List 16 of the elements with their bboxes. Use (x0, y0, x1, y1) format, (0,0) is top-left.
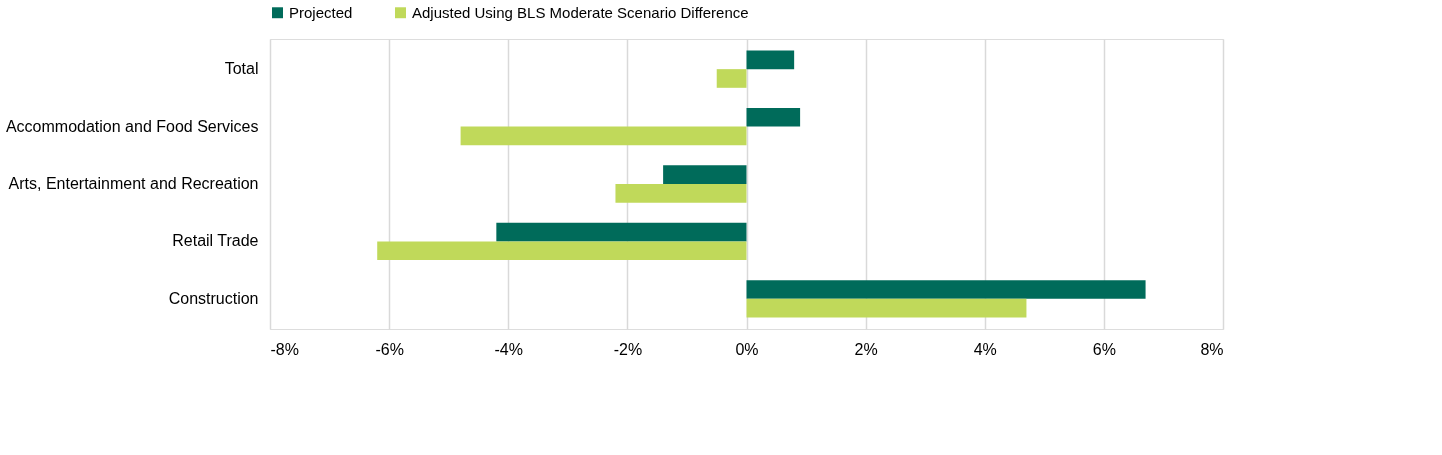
y-tick-label: Arts, Entertainment and Recreation (8, 175, 259, 192)
y-tick-label: Construction (168, 289, 259, 307)
y-tick-label: Total (224, 60, 259, 78)
x-tick-label: -8% (270, 340, 299, 358)
x-tick-label: 2% (854, 340, 878, 358)
legend-label: Adjusted Using BLS Moderate Scenario Difference (412, 3, 749, 21)
legend-label: Projected (289, 3, 353, 21)
x-tick-label: -4% (494, 340, 523, 358)
x-tick-label: 4% (973, 340, 997, 358)
x-tick-label: -6% (375, 340, 404, 358)
y-tick-label: Accommodation and Food Services (5, 117, 259, 135)
x-tick-label: 6% (1092, 340, 1116, 358)
x-tick-label: 8% (1200, 340, 1224, 358)
x-tick-label: 0% (735, 340, 759, 358)
x-tick-label: -2% (613, 340, 643, 358)
y-tick-label: Retail Trade (172, 232, 259, 250)
